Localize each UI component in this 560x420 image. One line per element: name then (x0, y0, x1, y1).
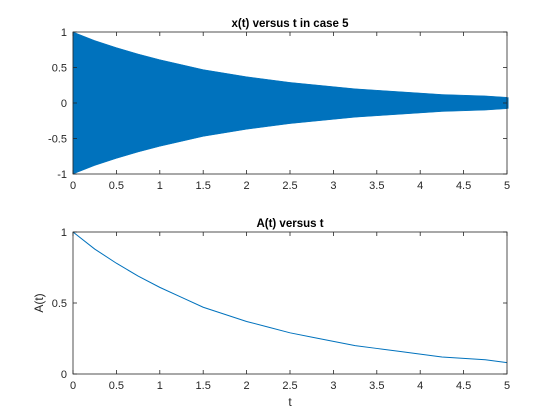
x-tick-label: 1 (157, 380, 163, 392)
x-tick-label: 3 (330, 380, 336, 392)
y-tick-label: -1 (57, 169, 67, 181)
axes-title: x(t) versus t in case 5 (232, 18, 350, 30)
x-tick-label: 4.5 (456, 380, 471, 392)
y-tick-label: 0 (61, 98, 67, 110)
x-tick-label: 2.5 (282, 380, 297, 392)
y-axis-label: A(t) (32, 293, 46, 312)
y-tick-label: 0 (61, 369, 67, 381)
axes-title: A(t) versus t (256, 218, 323, 230)
top-axes: 0 0.5 1 1.5 2 2.5 3 3.5 4 4.5 5 -1 -0.5 0 0.5 1 x(t) ver… (48, 18, 510, 192)
oscillation-envelope-area (73, 32, 507, 174)
x-axis-label: t (288, 395, 292, 409)
x-tick-label: 2 (244, 180, 250, 192)
x-tick-label: 1 (157, 180, 163, 192)
bottom-axes: 0 0.5 1 1.5 2 2.5 3 3.5 4 4.5 5 0 0.5 1 A(t) versus t t… (32, 218, 510, 409)
x-tick-label: 2 (244, 380, 250, 392)
x-tick-label: 1.5 (196, 180, 211, 192)
y-tick-label: 1 (61, 27, 67, 39)
x-tick-label: 5 (504, 180, 510, 192)
y-tick-label: 1 (61, 227, 67, 239)
x-tick-label: 3.5 (369, 380, 384, 392)
x-tick-label: 2.5 (282, 180, 297, 192)
x-tick-label: 0.5 (109, 380, 124, 392)
axes-frame (73, 232, 507, 374)
x-tick-label: 0 (70, 180, 76, 192)
x-tick-label: 0 (70, 380, 76, 392)
y-tick-label: 0.5 (52, 298, 67, 310)
amplitude-line (73, 232, 507, 363)
x-tick-label: 4 (417, 180, 423, 192)
x-tick-label: 5 (504, 380, 510, 392)
x-tick-label: 3.5 (369, 180, 384, 192)
x-tick-label: 3 (330, 180, 336, 192)
y-tick-label: -0.5 (48, 134, 67, 146)
x-tick-label: 1.5 (196, 380, 211, 392)
x-tick-label: 0.5 (109, 180, 124, 192)
y-tick-label: 0.5 (52, 63, 67, 75)
x-tick-label: 4 (417, 380, 423, 392)
x-tick-label: 4.5 (456, 180, 471, 192)
